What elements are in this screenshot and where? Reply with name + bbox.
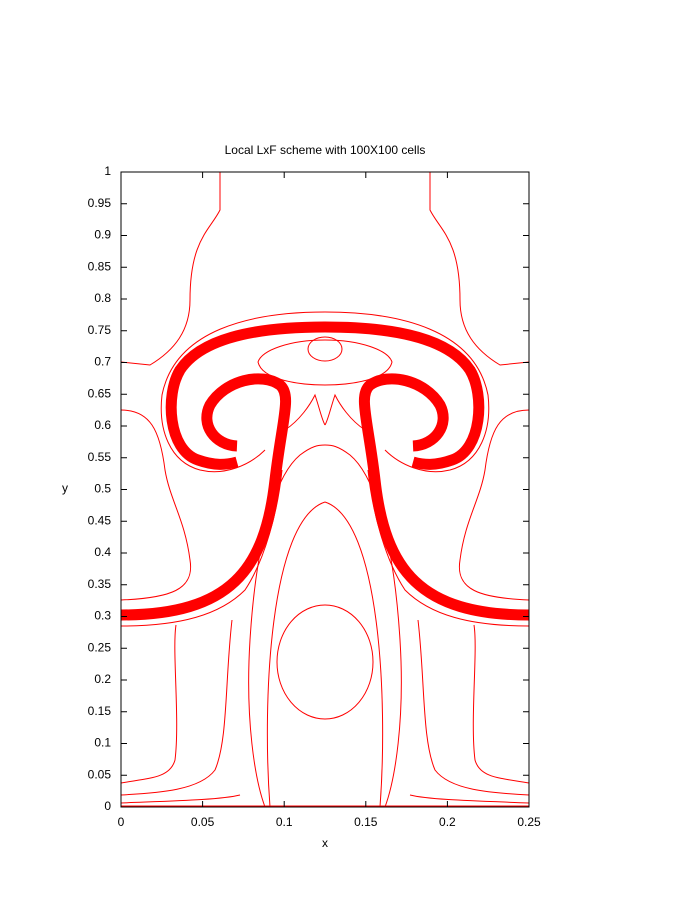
y-tick-label: 0.2 [94, 672, 111, 686]
contour-line [120, 469, 283, 627]
chart-title: Local LxF scheme with 100X100 cells [225, 143, 426, 157]
y-tick-label: 0.8 [94, 291, 111, 305]
contour-line [120, 409, 192, 601]
contour-line [160, 311, 326, 473]
y-tick-label: 0.95 [88, 196, 112, 210]
contour-half [120, 172, 326, 808]
y-tick-label: 0.1 [94, 736, 111, 750]
x-tick-label: 0.25 [517, 815, 541, 829]
y-tick-label: 0.9 [94, 228, 111, 242]
y-tick-label: 0.4 [94, 545, 111, 559]
y-tick-label: 0.65 [88, 386, 112, 400]
y-tick-label: 0.5 [94, 482, 111, 496]
y-tick-label: 0.55 [88, 450, 112, 464]
y-tick-label: 0.7 [94, 355, 111, 369]
y-tick-label: 0.15 [88, 704, 112, 718]
x-tick-label: 0.05 [191, 815, 215, 829]
y-tick-label: 0.85 [88, 259, 112, 273]
y-axis-label: y [62, 481, 68, 495]
x-tick-label: 0.1 [276, 815, 293, 829]
contour-line [248, 444, 326, 808]
contour-band [165, 321, 326, 470]
contour-line [120, 794, 241, 804]
y-tick-label: 0.45 [88, 513, 112, 527]
contour-band [120, 373, 292, 621]
y-tick-label: 0.3 [94, 609, 111, 623]
contour-line [257, 339, 326, 386]
contour-line [120, 619, 233, 796]
x-axis-label: x [322, 836, 328, 850]
x-tick-label: 0.15 [354, 815, 378, 829]
contour-line [266, 501, 326, 808]
contour-line [284, 393, 326, 431]
y-tick-label: 0.6 [94, 418, 111, 432]
y-tick-label: 0.25 [88, 640, 112, 654]
x-tick-label: 0.2 [439, 815, 456, 829]
contour-line [276, 604, 374, 720]
y-tick-label: 0.35 [88, 577, 112, 591]
y-tick-label: 0.05 [88, 767, 112, 781]
contour-line [120, 624, 178, 784]
contour-line [120, 172, 221, 366]
y-tick-label: 1 [104, 164, 111, 178]
x-tick-label: 0 [118, 815, 125, 829]
contour-line [307, 336, 343, 362]
y-tick-label: 0.75 [88, 323, 112, 337]
y-tick-label: 0 [104, 799, 111, 813]
